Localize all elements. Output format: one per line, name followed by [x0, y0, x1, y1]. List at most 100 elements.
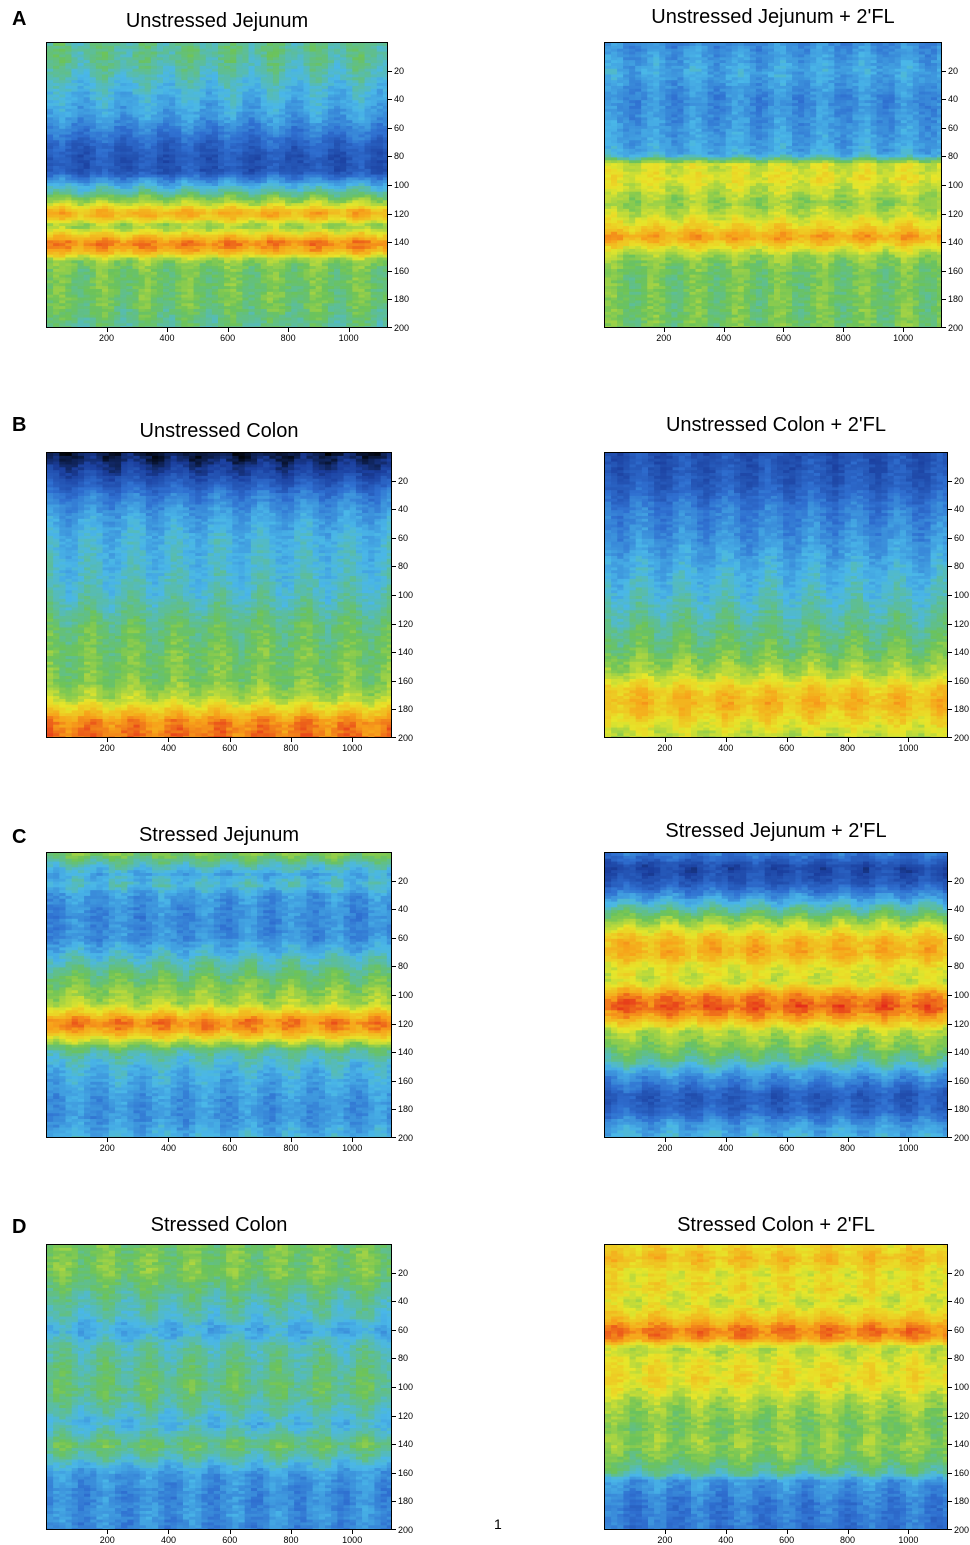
heatmap-cell: [261, 117, 268, 120]
heatmap-cell: [310, 166, 317, 169]
heatmap-cell: [102, 137, 109, 140]
heatmap-cell: [242, 92, 249, 95]
heatmap-cell: [346, 143, 353, 146]
heatmap-cell: [108, 229, 115, 232]
heatmap-cell: [65, 195, 72, 198]
heatmap-cell: [230, 309, 237, 312]
heatmap-cell: [175, 126, 182, 129]
heatmap-cell: [230, 195, 237, 198]
heatmap-cell: [139, 103, 146, 106]
heatmap-cell: [163, 100, 170, 103]
panel-letter-d: D: [12, 1216, 26, 1239]
heatmap-cell: [169, 92, 176, 95]
heatmap-cell: [71, 295, 78, 298]
heatmap-cell: [316, 66, 323, 69]
heatmap-cell: [108, 295, 115, 298]
heatmap-cell: [151, 243, 158, 246]
heatmap-cell: [90, 63, 97, 66]
heatmap-cell: [163, 280, 170, 283]
heatmap-cell: [59, 109, 66, 112]
heatmap-cell: [126, 146, 133, 149]
heatmap-cell: [187, 249, 194, 252]
heatmap-cell: [291, 189, 298, 192]
heatmap-cell: [78, 123, 85, 126]
heatmap-cell: [96, 209, 103, 212]
heatmap-cell: [145, 129, 152, 132]
heatmap-cell: [310, 209, 317, 212]
heatmap-cell: [334, 180, 341, 183]
heatmap-cell: [53, 295, 60, 298]
heatmap-cell: [346, 295, 353, 298]
heatmap-cell: [59, 175, 66, 178]
heatmap-cell: [194, 94, 201, 97]
heatmap-cell: [145, 303, 152, 306]
heatmap-cell: [316, 74, 323, 77]
heatmap-cell: [71, 252, 78, 255]
heatmap-cell: [102, 74, 109, 77]
heatmap-cell: [108, 320, 115, 323]
heatmap-cell: [212, 69, 219, 72]
heatmap-cell: [133, 100, 140, 103]
heatmap-cell: [279, 137, 286, 140]
heatmap-cell: [273, 275, 280, 278]
heatmap-cell: [114, 100, 121, 103]
heatmap-cell: [114, 200, 121, 203]
heatmap-cell: [145, 226, 152, 229]
heatmap-cell: [139, 229, 146, 232]
heatmap-cell: [310, 315, 317, 318]
heatmap-cell: [84, 326, 91, 328]
heatmap-cell: [334, 52, 341, 55]
heatmap-cell: [261, 226, 268, 229]
heatmap-cell: [224, 152, 231, 155]
heatmap-cell: [108, 189, 115, 192]
heatmap-cell: [285, 243, 292, 246]
heatmap-cell: [157, 52, 164, 55]
heatmap-cell: [120, 112, 127, 115]
heatmap-cell: [175, 309, 182, 312]
heatmap-cell: [267, 209, 274, 212]
heatmap-cell: [187, 180, 194, 183]
heatmap-cell: [328, 203, 335, 206]
heatmap-cell: [206, 94, 213, 97]
heatmap-cell: [334, 43, 341, 46]
heatmap-cell: [322, 60, 329, 63]
heatmap-cell: [59, 203, 66, 206]
heatmap-cell: [194, 220, 201, 223]
heatmap-cell: [84, 197, 91, 200]
heatmap-cell: [126, 157, 133, 160]
heatmap-cell: [285, 220, 292, 223]
heatmap-cell: [230, 200, 237, 203]
heatmap-cell: [47, 209, 54, 212]
heatmap-cell: [59, 246, 66, 249]
heatmap-cell: [187, 229, 194, 232]
heatmap-cell: [133, 83, 140, 86]
heatmap-cell: [187, 292, 194, 295]
heatmap-cell: [90, 86, 97, 89]
heatmap-cell: [310, 292, 317, 295]
heatmap-cell: [297, 60, 304, 63]
heatmap-cell: [273, 60, 280, 63]
heatmap-cell: [187, 220, 194, 223]
heatmap-cell: [65, 298, 72, 301]
heatmap-cell: [297, 57, 304, 60]
heatmap-cell: [218, 326, 225, 328]
heatmap-cell: [53, 63, 60, 66]
heatmap-cell: [230, 269, 237, 272]
heatmap-cell: [297, 52, 304, 55]
heatmap-cell: [102, 135, 109, 138]
heatmap-cell: [102, 226, 109, 229]
heatmap-cell: [261, 92, 268, 95]
heatmap-cell: [108, 54, 115, 57]
heatmap-cell: [139, 169, 146, 172]
heatmap-cell: [139, 100, 146, 103]
heatmap-cell: [334, 83, 341, 86]
heatmap-cell: [267, 146, 274, 149]
heatmap-cell: [328, 129, 335, 132]
heatmap-cell: [316, 309, 323, 312]
heatmap-cell: [47, 323, 54, 326]
heatmap-cell: [181, 292, 188, 295]
heatmap-cell: [242, 166, 249, 169]
heatmap-cell: [291, 80, 298, 83]
heatmap-cell: [224, 260, 231, 263]
heatmap-cell: [316, 323, 323, 326]
